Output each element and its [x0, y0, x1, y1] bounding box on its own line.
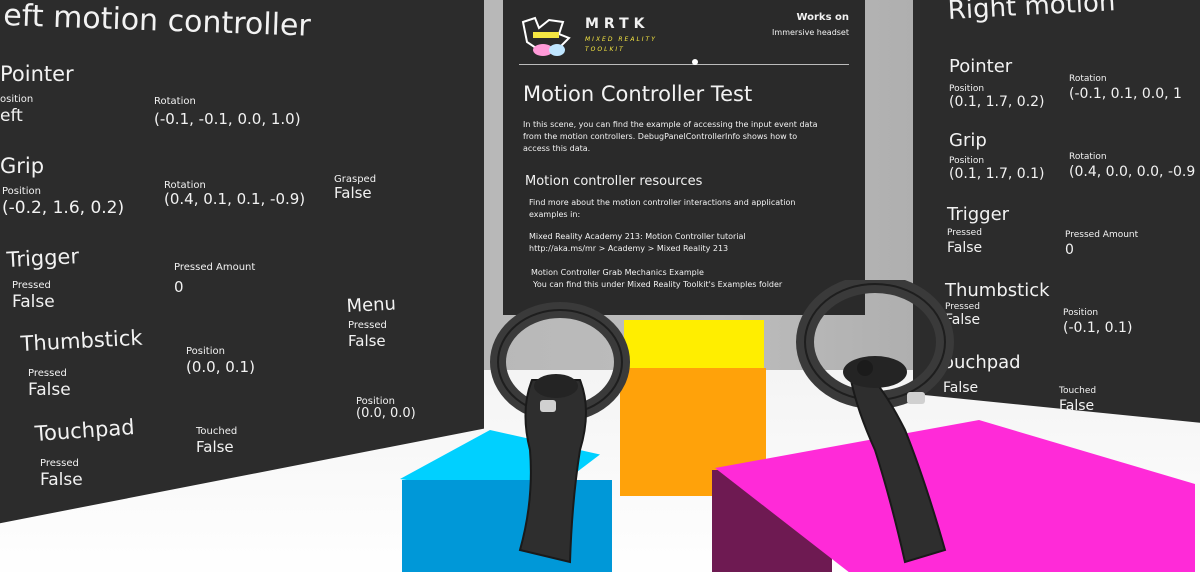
right-trigger-header: Trigger: [947, 204, 1010, 225]
intro-line-2: from the motion controllers. DebugPanelC…: [523, 132, 798, 141]
right-grip-position-label: Position: [949, 156, 985, 166]
left-thumbstick-position-value: (0.0, 0.1): [186, 358, 255, 376]
left-thumbstick-pressed-value: False: [28, 380, 71, 400]
academy-title[interactable]: Mixed Reality Academy 213: Motion Contro…: [529, 232, 746, 241]
left-grip-position-value: (-0.2, 1.6, 0.2): [2, 198, 125, 218]
right-panel-title: Right motion: [947, 0, 1117, 26]
grab-location: You can find this under Mixed Reality To…: [533, 280, 783, 289]
mrtk-logo-sub1: MIXED REALITY: [585, 36, 657, 43]
right-touchpad-touched-label: Touched: [1059, 386, 1097, 396]
right-trigger-pressed-label: Pressed: [947, 228, 982, 238]
header-divider: [519, 64, 849, 65]
left-grip-rotation-label: Rotation: [164, 180, 206, 191]
left-touchpad-pressed-label: Pressed: [40, 458, 79, 469]
right-trigger-amount-value: 0: [1065, 242, 1074, 258]
right-touchpad-header: ouchpad: [943, 352, 1021, 373]
left-grip-rotation-value: (0.4, 0.1, 0.1, -0.9): [164, 190, 306, 208]
right-thumbstick-pressed-label: Pressed: [945, 302, 980, 312]
left-thumbstick-position-label: Position: [186, 346, 225, 357]
yellow-cube-top: [624, 320, 764, 368]
works-on-label: Works on: [796, 12, 849, 23]
intro-line-3: access this data.: [523, 144, 591, 153]
left-panel-title: eft motion controller: [2, 0, 312, 44]
right-pointer-rotation-value: (-0.1, 0.1, 0.0, 1: [1069, 86, 1182, 102]
left-pointer-position-value: eft: [0, 106, 23, 126]
left-trigger-pressed-label: Pressed: [12, 280, 51, 291]
resources-intro-2: examples in:: [529, 210, 581, 219]
resources-intro-1: Find more about the motion controller in…: [529, 198, 796, 207]
info-panel: MRTK MIXED REALITY TOOLKIT Works on Imme…: [503, 0, 865, 315]
left-touchpad-position-value: (0.0, 0.0): [356, 406, 416, 421]
left-grip-position-label: Position: [2, 186, 41, 197]
left-trigger-header: Trigger: [6, 244, 80, 272]
left-touchpad-header: Touchpad: [34, 415, 136, 446]
left-pointer-header: Pointer: [0, 62, 74, 86]
left-grip-header: Grip: [0, 154, 45, 178]
works-on-value: Immersive headset: [772, 28, 849, 37]
left-thumbstick-header: Thumbstick: [20, 325, 144, 356]
right-pointer-position-value: (0.1, 1.7, 0.2): [949, 94, 1045, 110]
academy-link[interactable]: http://aka.ms/mr > Academy > Mixed Reali…: [529, 244, 729, 253]
left-grip-grasped-value: False: [334, 184, 372, 202]
left-touchpad-touched-label: Touched: [196, 426, 238, 437]
right-thumbstick-pressed-value: False: [945, 312, 981, 328]
left-menu-pressed-value: False: [348, 332, 386, 350]
left-pointer-position-label: osition: [0, 94, 34, 105]
right-touchpad-pressed-value: False: [943, 380, 979, 396]
left-trigger-amount-value: 0: [174, 278, 184, 296]
right-controller-panel: Right motion Pointer Position (0.1, 1.7,…: [913, 0, 1200, 424]
resources-header: Motion controller resources: [525, 174, 703, 189]
left-thumbstick-pressed-label: Pressed: [28, 368, 67, 379]
left-touchpad-touched-value: False: [196, 438, 234, 456]
right-grip-position-value: (0.1, 1.7, 0.1): [949, 166, 1045, 182]
right-pointer-position-label: Position: [949, 84, 985, 94]
intro-line-1: In this scene, you can find the example …: [523, 120, 818, 129]
left-controller-panel: eft motion controller Pointer osition ef…: [0, 0, 484, 524]
left-trigger-pressed-value: False: [12, 292, 55, 312]
left-trigger-amount-label: Pressed Amount: [174, 262, 256, 273]
mrtk-logo-name: MRTK: [585, 16, 650, 32]
mrtk-logo-icon: [521, 16, 571, 56]
right-trigger-pressed-value: False: [947, 240, 983, 256]
divider-marker: [692, 59, 698, 65]
right-thumbstick-position-label: Position: [1063, 308, 1099, 318]
motion-controller-left-icon: [490, 302, 630, 564]
left-pointer-rotation-value: (-0.1, -0.1, 0.0, 1.0): [154, 110, 301, 128]
right-grip-rotation-value: (0.4, 0.0, 0.0, -0.9: [1069, 164, 1196, 180]
right-thumbstick-header: Thumbstick: [945, 280, 1050, 301]
left-menu-pressed-label: Pressed: [348, 320, 387, 331]
panel-title: Motion Controller Test: [523, 82, 753, 106]
right-grip-rotation-label: Rotation: [1069, 152, 1107, 162]
cyan-cube[interactable]: [402, 480, 612, 572]
right-pointer-rotation-label: Rotation: [1069, 74, 1107, 84]
left-menu-header: Menu: [346, 293, 397, 317]
left-grip-grasped-label: Grasped: [334, 174, 377, 185]
right-thumbstick-position-value: (-0.1, 0.1): [1063, 320, 1133, 336]
left-touchpad-pressed-value: False: [40, 470, 83, 490]
grab-title: Motion Controller Grab Mechanics Example: [531, 268, 704, 277]
right-trigger-amount-label: Pressed Amount: [1065, 230, 1139, 240]
mrtk-logo-sub2: TOOLKIT: [585, 46, 625, 53]
left-touchpad-position-label: Position: [356, 396, 395, 407]
motion-controller-right-icon: [796, 280, 954, 564]
right-pointer-header: Pointer: [949, 56, 1013, 77]
right-grip-header: Grip: [949, 130, 987, 151]
left-pointer-rotation-label: Rotation: [154, 96, 196, 107]
